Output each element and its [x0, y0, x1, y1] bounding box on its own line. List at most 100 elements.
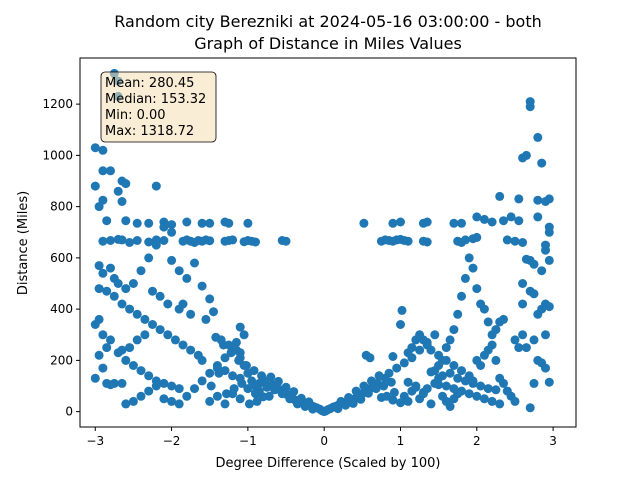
data-point: [94, 202, 104, 212]
data-point: [121, 399, 131, 409]
data-point: [407, 343, 417, 353]
data-point: [148, 320, 157, 329]
data-point: [113, 186, 123, 196]
data-point: [514, 343, 524, 353]
data-point: [441, 381, 451, 391]
data-point: [386, 377, 396, 387]
data-point: [182, 217, 192, 227]
data-point: [178, 299, 188, 309]
data-point: [117, 378, 127, 388]
data-point: [544, 255, 554, 265]
data-point: [132, 236, 142, 245]
y-tick-label: 600: [50, 251, 73, 265]
y-tick-label: 400: [50, 302, 73, 316]
y-axis-label: Distance (Miles): [16, 191, 31, 295]
data-point: [359, 218, 369, 228]
data-point: [90, 373, 100, 383]
data-point: [541, 330, 550, 340]
data-point: [472, 284, 482, 294]
data-point: [121, 355, 131, 365]
data-point: [109, 378, 119, 388]
data-point: [212, 391, 222, 401]
data-point: [491, 325, 501, 335]
data-point: [476, 299, 486, 309]
data-point: [206, 381, 216, 391]
data-point: [121, 179, 131, 189]
y-axis-ticks: 0 200 400 600 800 1000 1200: [42, 97, 80, 419]
data-point: [426, 345, 436, 355]
data-point: [170, 335, 180, 345]
data-point: [529, 289, 539, 299]
y-tick-label: 1000: [42, 148, 73, 162]
data-point: [117, 299, 127, 309]
stats-min: Min: 0.00: [105, 108, 166, 123]
data-point: [205, 368, 215, 378]
data-points: [90, 68, 554, 417]
data-point: [159, 394, 169, 404]
data-point: [403, 396, 413, 406]
data-point: [382, 391, 392, 401]
x-tick-label: 0: [320, 434, 328, 448]
data-point: [359, 381, 369, 391]
data-point: [479, 394, 489, 404]
y-tick-label: 1200: [42, 97, 73, 111]
data-point: [186, 309, 196, 319]
data-point: [483, 317, 493, 327]
data-point: [117, 197, 127, 206]
data-point: [525, 403, 535, 413]
data-point: [518, 153, 528, 163]
data-point: [121, 284, 131, 294]
data-point: [472, 391, 482, 401]
data-point: [415, 345, 425, 355]
data-point: [220, 217, 230, 227]
data-point: [174, 384, 184, 394]
x-tick-label: 3: [549, 434, 557, 448]
data-point: [344, 393, 354, 402]
plot-frame: [79, 57, 577, 428]
data-point: [94, 261, 104, 271]
data-point: [106, 335, 115, 345]
data-point: [98, 166, 108, 176]
data-point: [430, 330, 440, 340]
data-point: [132, 218, 142, 228]
data-point: [239, 330, 249, 340]
data-point: [197, 355, 207, 365]
data-point: [243, 384, 253, 394]
stats-mean: Mean: 280.45: [105, 76, 194, 91]
data-point: [186, 345, 196, 355]
data-point: [464, 389, 474, 399]
data-point: [125, 343, 135, 353]
data-point: [472, 212, 482, 222]
data-point: [379, 381, 389, 391]
data-point: [190, 258, 199, 268]
data-point: [411, 381, 421, 391]
data-point: [174, 399, 184, 409]
data-point: [356, 394, 366, 404]
data-point: [396, 320, 405, 329]
data-point: [190, 384, 199, 394]
data-point: [495, 399, 505, 409]
stats-max: Max: 1318.72: [105, 124, 194, 139]
data-point: [273, 376, 283, 386]
data-point: [392, 363, 402, 373]
data-point: [533, 132, 543, 142]
data-point: [132, 335, 142, 345]
data-point: [220, 353, 230, 363]
data-point: [197, 376, 207, 386]
data-point: [90, 143, 100, 153]
data-point: [430, 366, 440, 376]
data-point: [205, 218, 215, 228]
data-point: [374, 371, 384, 381]
data-point: [510, 396, 520, 406]
data-point: [235, 394, 245, 404]
data-point: [239, 237, 249, 247]
data-point: [128, 361, 138, 370]
data-point: [479, 214, 489, 224]
data-point: [235, 322, 245, 332]
data-point: [167, 381, 177, 391]
data-point: [159, 378, 169, 388]
data-point: [537, 158, 547, 168]
data-point: [140, 314, 150, 324]
data-point: [460, 235, 470, 245]
data-point: [525, 102, 535, 112]
